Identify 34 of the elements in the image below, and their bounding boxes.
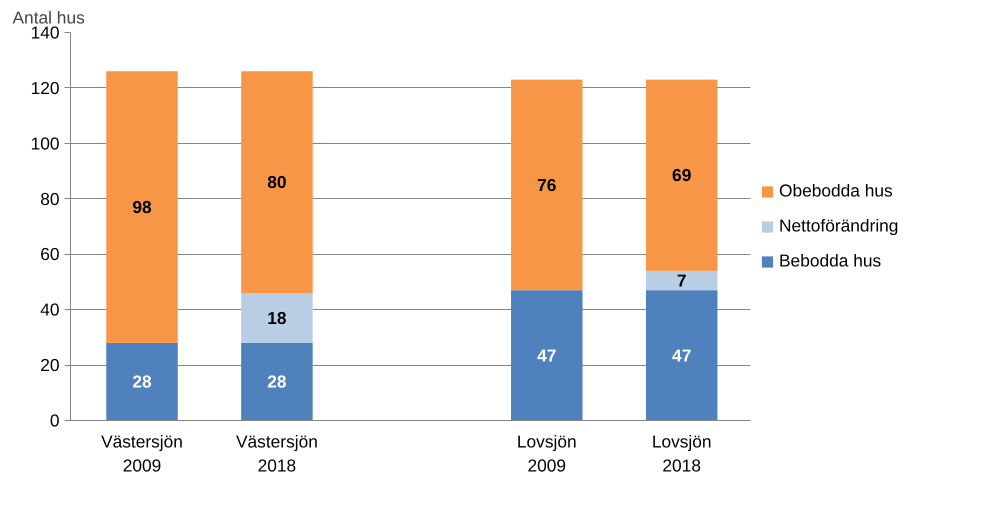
legend-label: Obebodda hus xyxy=(779,180,893,202)
y-tick-label: 80 xyxy=(40,188,60,209)
data-label: 47 xyxy=(672,345,692,366)
data-label: 47 xyxy=(537,345,556,366)
y-tick-label: 60 xyxy=(40,244,60,264)
data-label: 7 xyxy=(676,270,687,291)
data-label: 69 xyxy=(672,165,692,186)
bar xyxy=(646,80,718,271)
x-tick-label: Lovsjön 2009 xyxy=(516,432,577,476)
y-tick-label: 100 xyxy=(30,133,60,154)
x-tick-label: Lovsjön 2018 xyxy=(652,432,712,476)
bar xyxy=(511,290,583,420)
bar xyxy=(241,293,313,343)
data-label: 76 xyxy=(537,174,557,195)
data-label: 98 xyxy=(132,197,152,218)
bar xyxy=(241,342,313,420)
x-tick-label: Västersjön 2009 xyxy=(101,432,183,476)
legend-label: Bebodda hus xyxy=(779,250,882,272)
y-tick-label: 20 xyxy=(40,355,60,376)
y-tick-label: 40 xyxy=(40,300,60,320)
y-tick-label: 120 xyxy=(30,78,60,98)
bar xyxy=(106,342,178,420)
data-label: 18 xyxy=(267,308,287,328)
legend-label: Nettoförändring xyxy=(779,216,898,236)
bar xyxy=(646,290,718,420)
data-label: 80 xyxy=(267,172,287,192)
data-label: 28 xyxy=(267,372,287,392)
bar xyxy=(646,270,718,290)
data-label: 28 xyxy=(132,372,152,392)
bar xyxy=(241,71,313,294)
bar xyxy=(106,71,178,343)
bar xyxy=(511,80,583,290)
x-tick-label: Västersjön 2018 xyxy=(236,432,318,476)
y-tick-label: 0 xyxy=(50,410,60,430)
